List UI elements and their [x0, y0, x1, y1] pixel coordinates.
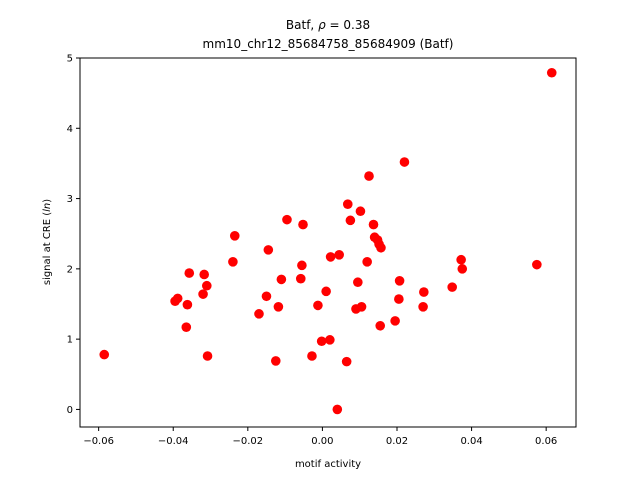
- y-axis-label: signal at CRE (ln): [42, 199, 53, 285]
- data-point-28: [332, 404, 343, 415]
- chart-subtitle: mm10_chr12_85684758_85684909 (Batf): [203, 37, 454, 51]
- data-point-37: [362, 257, 372, 267]
- data-point-44: [376, 242, 386, 253]
- y-tick-label-5: 5: [67, 54, 73, 65]
- data-point-54: [532, 259, 542, 270]
- data-point-26: [325, 335, 335, 345]
- data-point-10: [228, 257, 238, 267]
- data-point-7: [199, 269, 209, 280]
- x-tick-label-3: 0.00: [311, 436, 333, 447]
- data-point-8: [202, 280, 212, 291]
- data-point-15: [270, 356, 281, 366]
- data-point-13: [261, 291, 272, 302]
- x-axis-label: motif activity: [295, 459, 361, 470]
- data-point-20: [297, 260, 307, 271]
- data-point-45: [390, 316, 400, 326]
- data-point-39: [368, 219, 379, 230]
- y-tick-label-3: 3: [67, 194, 73, 205]
- data-point-43: [375, 320, 386, 331]
- data-point-47: [394, 276, 405, 286]
- y-axis-ticks: 0 1 2 3 4 5: [67, 54, 80, 416]
- data-point-27: [325, 252, 336, 262]
- data-point-18: [282, 214, 292, 225]
- x-tick-label-5: 0.04: [460, 436, 482, 447]
- data-point-14: [263, 245, 274, 255]
- data-point-31: [342, 199, 353, 209]
- data-point-21: [298, 219, 308, 230]
- x-tick-label-6: 0.06: [535, 436, 557, 447]
- data-point-3: [181, 322, 192, 332]
- data-point-19: [295, 273, 306, 284]
- data-point-53: [457, 264, 468, 274]
- data-point-34: [353, 277, 363, 288]
- data-point-52: [456, 254, 466, 265]
- y-tick-label-2: 2: [67, 264, 73, 275]
- data-point-24: [316, 336, 327, 347]
- data-point-11: [229, 231, 240, 241]
- data-point-9: [202, 351, 213, 361]
- data-point-30: [341, 356, 352, 367]
- data-point-32: [345, 215, 356, 226]
- x-tick-label-2: −0.02: [232, 436, 263, 447]
- data-point-50: [419, 287, 429, 297]
- y-tick-label-1: 1: [67, 335, 73, 346]
- x-tick-label-1: −0.04: [158, 436, 189, 447]
- data-point-51: [447, 282, 457, 292]
- data-point-36: [356, 302, 367, 312]
- data-point-38: [364, 171, 374, 181]
- data-point-23: [313, 300, 323, 311]
- data-point-25: [321, 286, 331, 297]
- data-point-5: [184, 268, 195, 278]
- data-point-46: [394, 294, 404, 304]
- data-point-16: [273, 302, 284, 312]
- data-point-29: [334, 250, 344, 260]
- data-point-48: [399, 157, 410, 167]
- y-tick-label-4: 4: [67, 124, 73, 135]
- data-point-35: [355, 206, 366, 217]
- data-point-6: [198, 289, 208, 299]
- x-axis-ticks: −0.06 −0.04 −0.02 0.00 0.02 0.04 0.06: [83, 427, 557, 447]
- data-point-2: [172, 293, 183, 304]
- data-point-17: [276, 274, 287, 285]
- points-layer: [99, 67, 557, 415]
- data-point-22: [307, 351, 317, 361]
- y-tick-label-0: 0: [67, 405, 73, 416]
- data-point-4: [182, 299, 193, 310]
- x-tick-label-0: −0.06: [83, 436, 114, 447]
- x-tick-label-4: 0.02: [386, 436, 408, 447]
- data-point-12: [254, 309, 264, 319]
- plot-frame: [79, 57, 577, 428]
- data-point-49: [418, 302, 428, 312]
- data-point-0: [99, 349, 110, 360]
- chart-title: Batf, ρ = 0.38: [286, 18, 370, 32]
- data-point-55: [546, 67, 557, 78]
